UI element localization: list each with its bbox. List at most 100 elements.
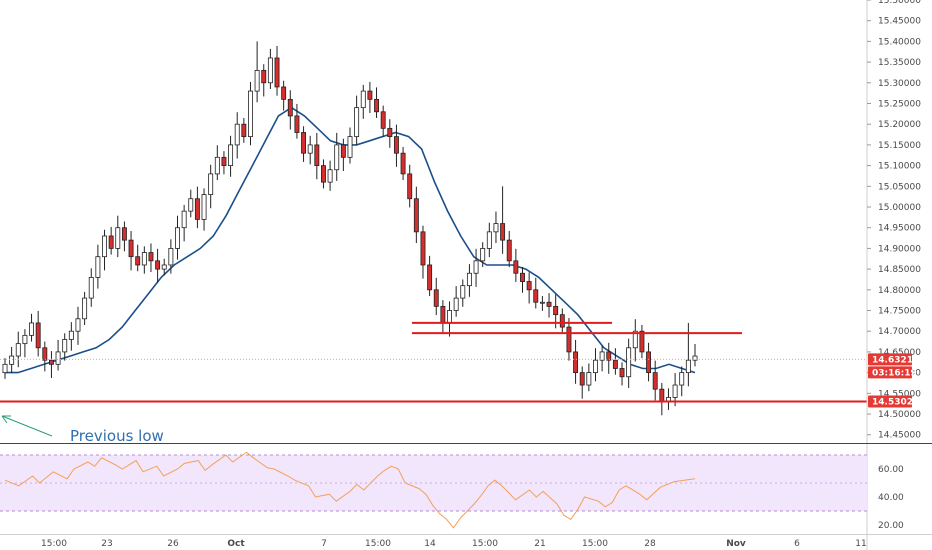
candle-up xyxy=(480,248,486,262)
candle-down xyxy=(433,289,439,307)
candle-down xyxy=(380,111,386,129)
candle-down xyxy=(340,144,346,158)
candle-down xyxy=(553,305,559,316)
time-tick-label: Nov xyxy=(726,539,746,549)
price-tick-label: 15.20000 xyxy=(878,120,921,130)
price-tick-label: 14.85000 xyxy=(878,265,921,275)
candle-up xyxy=(115,227,121,249)
candle-down xyxy=(287,98,293,117)
candle-up xyxy=(22,334,28,345)
candle-down xyxy=(194,198,200,220)
price-tick-label: 14.50000 xyxy=(878,410,921,420)
candle-down xyxy=(42,347,48,361)
candle-up xyxy=(181,210,187,229)
time-tick-label: 15:00 xyxy=(41,539,67,549)
candle-up xyxy=(208,173,214,195)
time-axis[interactable]: 15:00 23 26 Oct 7 15:00 14 15:00 21 15:00 28 Nov 6 11 xyxy=(0,534,932,550)
candles-layer xyxy=(2,41,698,416)
candle-up xyxy=(62,339,68,353)
horizontal-levels xyxy=(0,321,867,403)
candle-down xyxy=(301,132,307,154)
price-tick-label: 14.80000 xyxy=(878,286,921,296)
candle-down xyxy=(393,136,399,154)
price-tick-label: 14.55000 xyxy=(878,389,921,399)
candle-up xyxy=(102,235,107,258)
candle-down xyxy=(108,235,114,249)
candle-down xyxy=(128,239,134,258)
candle-up xyxy=(347,136,353,158)
candle-up xyxy=(460,285,466,299)
price-tick-label: 15.45000 xyxy=(878,17,921,27)
candle-down xyxy=(639,330,645,353)
candle-up xyxy=(692,355,698,361)
candle-down xyxy=(413,198,419,233)
candle-down xyxy=(367,90,373,100)
countdown-badge-text: 03:16:19 xyxy=(872,368,917,378)
candle-up xyxy=(466,272,472,287)
candle-up xyxy=(228,144,234,167)
time-tick-label: 7 xyxy=(321,539,327,549)
previous-low-arrowhead xyxy=(1,415,11,424)
candle-down xyxy=(606,351,612,361)
time-tick-label: 11 xyxy=(855,539,866,549)
candle-up xyxy=(473,260,479,274)
candle-up xyxy=(360,90,366,109)
price-tick-label: 14.65000 xyxy=(878,348,921,358)
candle-up xyxy=(539,301,545,304)
time-tick-label: 28 xyxy=(644,539,656,549)
candle-up xyxy=(29,322,34,336)
candle-down xyxy=(440,305,446,324)
rsi-tick-label: 60.00 xyxy=(878,465,904,475)
time-tick-label: 26 xyxy=(167,539,179,549)
time-tick-label: 23 xyxy=(101,539,112,549)
candle-down xyxy=(274,57,280,88)
candle-down xyxy=(659,388,665,402)
candle-down xyxy=(314,144,320,167)
time-tick-label: 15:00 xyxy=(365,539,391,549)
price-tick-label: 15.25000 xyxy=(878,100,921,110)
candle-up xyxy=(453,297,459,311)
price-tick-label: 15.35000 xyxy=(878,58,921,68)
candle-up xyxy=(188,198,194,212)
candle-up xyxy=(493,223,499,233)
candle-up xyxy=(82,297,88,320)
rsi-tick-label: 20.00 xyxy=(878,521,904,531)
price-tick-label: 14.70000 xyxy=(878,327,921,337)
candle-down xyxy=(533,289,539,303)
candle-down xyxy=(646,351,652,374)
candle-up xyxy=(672,384,678,398)
candle-up xyxy=(354,107,360,138)
candle-down xyxy=(148,252,154,262)
price-tick-label: 15.05000 xyxy=(878,182,921,192)
time-tick-label: 15:00 xyxy=(472,539,498,549)
candle-down xyxy=(500,223,506,241)
current-price-badge xyxy=(868,353,912,366)
price-tick-label: 14.95000 xyxy=(878,224,921,234)
candle-up xyxy=(593,359,598,374)
time-tick-label: 15:00 xyxy=(582,539,608,549)
candle-down xyxy=(135,256,141,266)
rsi-band xyxy=(0,455,867,511)
previous-low-label: Previous low xyxy=(70,427,164,445)
time-tick-label: 21 xyxy=(534,539,545,549)
candle-down xyxy=(420,231,426,266)
candle-down xyxy=(506,239,512,262)
candle-up xyxy=(214,156,220,175)
candle-up xyxy=(248,90,253,138)
candle-down xyxy=(387,127,393,138)
candle-up xyxy=(234,123,240,146)
candle-up xyxy=(334,144,340,171)
candle-up xyxy=(201,194,207,220)
candle-up xyxy=(68,330,74,340)
time-tick-label: Oct xyxy=(227,539,245,549)
candle-down xyxy=(321,165,326,183)
candle-down xyxy=(121,227,127,241)
candle-up xyxy=(168,248,174,266)
price-tick-label: 15.15000 xyxy=(878,141,921,151)
candle-up xyxy=(75,318,81,332)
candle-down xyxy=(407,173,413,200)
candle-down xyxy=(294,115,300,133)
price-tick-label: 14.75000 xyxy=(878,307,921,317)
price-axis[interactable]: 15.50000 15.45000 15.40000 15.35000 15.30000… xyxy=(866,0,921,550)
